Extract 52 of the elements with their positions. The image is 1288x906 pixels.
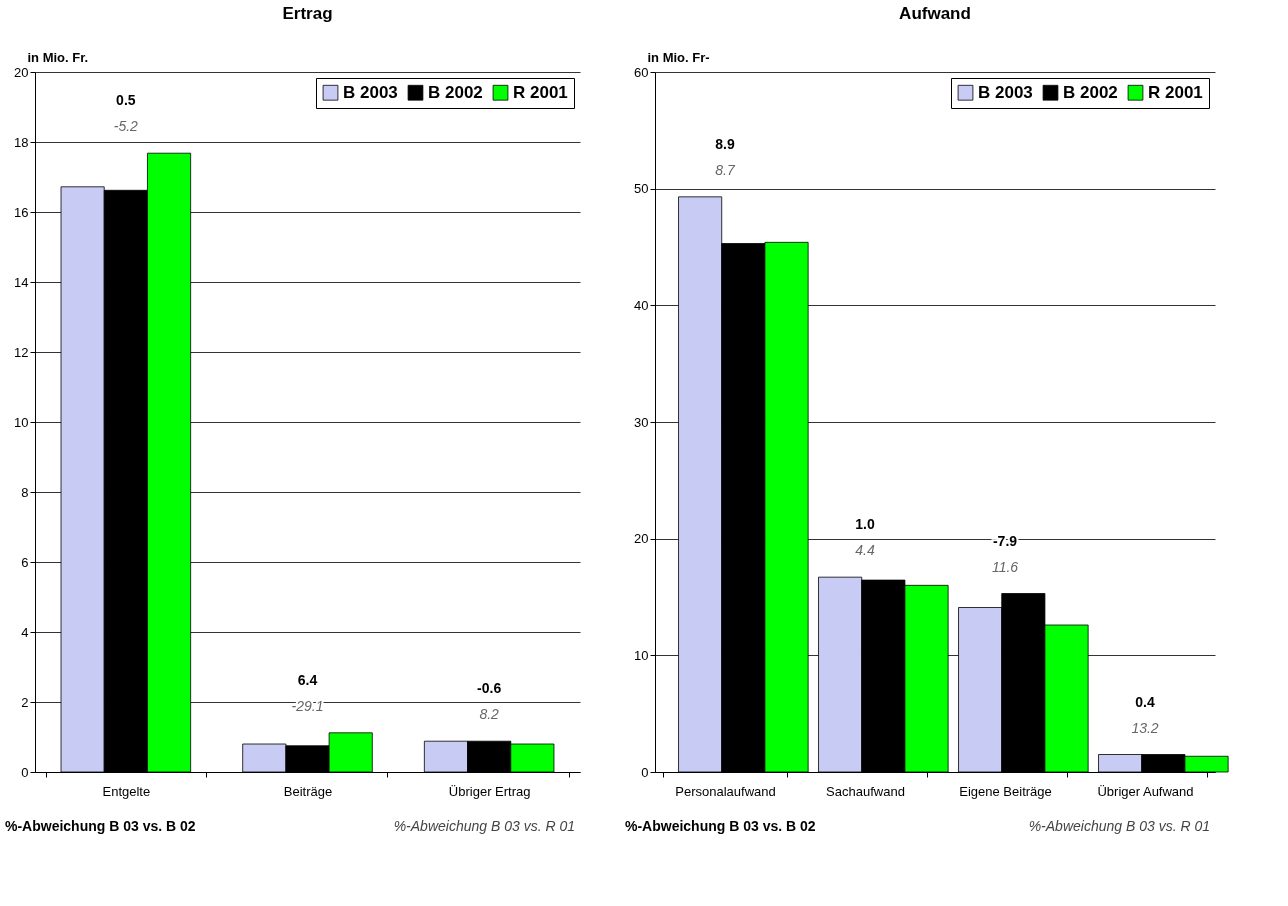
chart-title: Aufwand: [899, 4, 971, 23]
y-tick-label: 18: [14, 134, 29, 150]
y-tick-label: 60: [634, 64, 649, 80]
y-tick-label: 20: [634, 531, 649, 547]
annotation: -29.1: [291, 697, 324, 714]
legend-label: B 2002: [428, 82, 483, 102]
annotation: 6.4: [297, 671, 318, 688]
y-tick-label: 0: [641, 764, 649, 780]
y-tick-label: 10: [14, 414, 29, 430]
y-tick-label: 12: [14, 344, 29, 360]
x-tick-label: Übriger Aufwand: [1097, 783, 1194, 799]
y-tick-label: 50: [634, 181, 649, 197]
chart-title: Ertrag: [282, 4, 333, 23]
legend-label: R 2001: [513, 82, 568, 102]
y-tick-label: 8: [21, 484, 29, 500]
y-tick-label: 40: [634, 297, 649, 313]
y-tick-label: 14: [14, 274, 29, 290]
x-tick-label: Entgelte: [102, 783, 151, 799]
annotation: 1.0: [855, 516, 875, 533]
annotation: -0.6: [477, 680, 502, 697]
legend-label: B 2003: [343, 82, 398, 102]
annotation: 8.7: [715, 161, 736, 178]
x-tick-label: Sachaufwand: [826, 783, 905, 799]
x-tick-label: Beiträge: [283, 783, 333, 799]
y-tick-label: 6: [21, 554, 29, 570]
x-tick-label: Eigene Beiträge: [959, 783, 1052, 799]
annotation: 11.6: [991, 558, 1019, 575]
annotation: 13.2: [1131, 719, 1159, 736]
annotation: -5.2: [113, 118, 139, 135]
legend-label: B 2003: [978, 82, 1033, 102]
annotation: 8.9: [715, 135, 735, 152]
text: %-Abweichung B 03 vs. R 01: [1028, 818, 1210, 834]
x-tick-label: Übriger Ertrag: [448, 783, 531, 799]
y-tick-label: 0: [21, 764, 29, 780]
text: %-Abweichung B 03 vs. R 01: [393, 818, 575, 834]
y-tick-label: 30: [634, 414, 649, 430]
annotation: 0.5: [116, 92, 136, 109]
y-tick-label: 2: [21, 694, 29, 710]
text: %-Abweichung B 03 vs. B 02: [625, 818, 816, 834]
y-axis-title: in Mio. Fr-: [647, 49, 710, 65]
y-tick-label: 10: [634, 647, 649, 663]
y-axis-title: in Mio. Fr.: [27, 49, 89, 65]
legend-label: B 2002: [1063, 82, 1118, 102]
y-tick-label: 20: [14, 64, 29, 80]
x-tick-label: Personalaufwand: [675, 783, 776, 799]
annotation: 4.4: [855, 542, 875, 559]
annotation: 8.2: [479, 706, 500, 723]
text: %-Abweichung B 03 vs. B 02: [5, 818, 196, 834]
y-tick-label: 4: [21, 624, 29, 640]
annotation: 0.4: [1135, 693, 1155, 710]
legend-label: R 2001: [1148, 82, 1203, 102]
y-tick-label: 16: [14, 204, 29, 220]
